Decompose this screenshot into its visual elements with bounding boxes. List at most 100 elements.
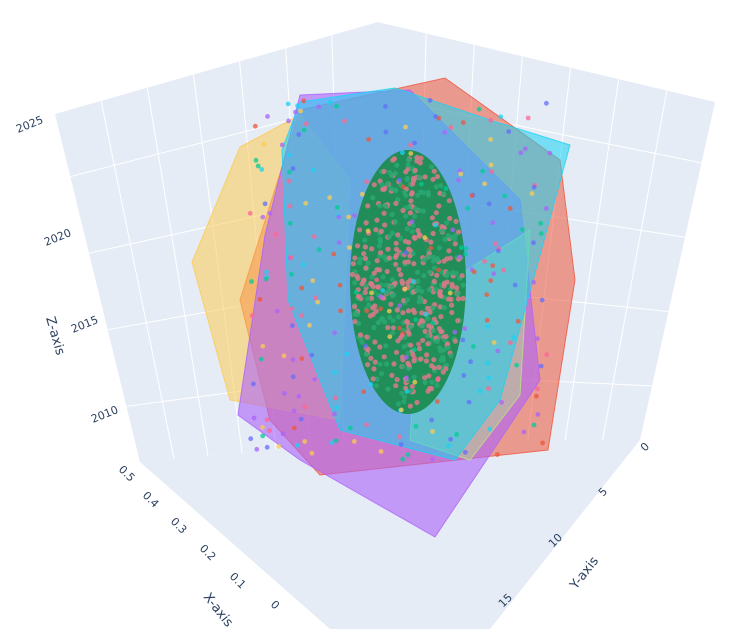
scatter-point xyxy=(364,308,370,314)
scatter-point xyxy=(410,175,417,181)
scatter-point xyxy=(409,228,415,235)
scatter-point xyxy=(257,297,263,302)
scatter-point xyxy=(412,235,418,241)
scatter-point xyxy=(463,246,469,252)
scatter-point xyxy=(490,263,496,269)
scatter-point xyxy=(249,313,255,318)
scatter-point xyxy=(357,332,364,338)
scatter-point xyxy=(427,269,433,275)
scatter-point xyxy=(363,220,369,226)
scatter-point xyxy=(383,290,389,296)
scatter-point xyxy=(357,227,363,233)
scatter-point xyxy=(288,255,294,260)
scatter-point xyxy=(377,203,383,209)
scatter-point xyxy=(508,340,513,345)
scatter-point xyxy=(405,308,412,314)
scatter-point xyxy=(258,356,264,362)
scatter-point xyxy=(420,208,426,214)
scatter-point xyxy=(501,267,507,273)
scatter-point xyxy=(453,270,459,276)
scatter-point xyxy=(372,339,378,345)
scatter-point xyxy=(390,325,396,331)
scatter-point xyxy=(404,318,410,325)
scatter-point xyxy=(392,219,398,225)
scatter-point xyxy=(412,355,417,361)
scatter-point xyxy=(373,227,379,233)
scatter-point xyxy=(404,175,411,182)
scatter-point xyxy=(404,297,410,303)
scatter-point xyxy=(446,248,452,254)
scatter-point xyxy=(394,307,400,313)
scatter-point xyxy=(429,215,435,221)
scatter-point xyxy=(286,118,291,124)
scatter-point xyxy=(276,444,282,449)
scatter-point xyxy=(498,114,504,120)
scatter-point xyxy=(381,354,387,360)
scatter-point xyxy=(327,100,333,105)
scatter-point xyxy=(264,444,270,450)
scatter-point xyxy=(547,150,553,156)
scatter-point xyxy=(374,277,380,283)
scatter-point xyxy=(400,364,406,370)
scatter-point xyxy=(377,236,383,242)
scatter-point xyxy=(485,360,491,366)
scatter-point xyxy=(452,329,458,335)
scatter-point xyxy=(419,181,424,187)
scatter-point xyxy=(398,442,404,447)
scatter-point xyxy=(376,243,382,249)
scatter-point xyxy=(247,210,253,216)
scatter-point xyxy=(265,114,270,119)
scatter-point xyxy=(389,277,395,283)
scatter-point xyxy=(346,214,351,220)
scatter-point xyxy=(369,246,375,252)
scatter-point xyxy=(449,309,455,316)
scatter-point xyxy=(449,302,455,308)
scatter-point xyxy=(313,295,319,301)
scatter-point xyxy=(274,308,280,314)
scatter-point xyxy=(428,164,435,170)
scatter-point xyxy=(460,282,466,288)
scatter-point xyxy=(404,375,409,381)
scatter-point xyxy=(389,284,395,290)
scatter-point xyxy=(454,285,460,291)
scatter-point xyxy=(393,200,399,206)
scatter-point xyxy=(406,239,412,245)
scatter-point xyxy=(408,388,414,394)
scatter-point xyxy=(333,438,339,443)
scatter-point xyxy=(401,394,408,400)
scatter-point xyxy=(430,230,436,237)
scatter-point xyxy=(430,305,436,311)
scatter-point xyxy=(412,140,417,146)
scatter-point xyxy=(430,320,436,326)
scatter-point xyxy=(408,324,414,330)
x-tick-label: 0.4 xyxy=(140,489,162,511)
scatter-point xyxy=(359,281,365,287)
scatter-point xyxy=(386,308,392,314)
scatter-point xyxy=(248,436,254,442)
scatter-point xyxy=(482,181,487,187)
scatter-point xyxy=(410,307,416,313)
scatter-point xyxy=(363,265,369,271)
scatter-point xyxy=(407,253,413,259)
scatter-point xyxy=(430,176,436,182)
scatter-point xyxy=(437,288,443,294)
scatter-point xyxy=(490,220,496,226)
scatter-point xyxy=(301,98,307,104)
scatter-point xyxy=(538,231,544,236)
scatter-point xyxy=(423,311,429,317)
scatter-point xyxy=(462,449,468,455)
scatter-point xyxy=(427,309,433,315)
grid-line xyxy=(100,100,175,459)
scatter-point xyxy=(301,262,306,267)
scatter-point xyxy=(289,272,294,277)
scatter-point xyxy=(484,292,490,298)
scatter-point xyxy=(396,266,402,273)
scatter-point xyxy=(407,403,413,409)
scatter-point xyxy=(424,333,430,339)
scatter-point xyxy=(433,286,439,293)
scatter-point xyxy=(291,425,297,431)
scatter-point xyxy=(355,243,361,249)
scatter-point xyxy=(449,284,456,290)
scatter-point xyxy=(353,310,359,316)
